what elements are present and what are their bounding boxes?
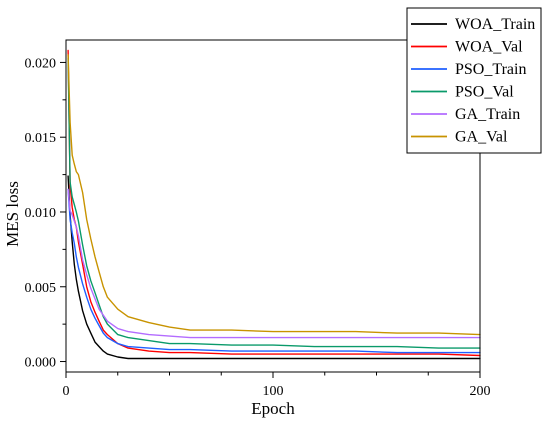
x-axis-label: Epoch	[251, 399, 295, 418]
x-tick-label: 200	[470, 384, 491, 399]
legend-label-pso-train: PSO_Train	[455, 61, 526, 78]
legend-label-pso-val: PSO_Val	[455, 84, 514, 101]
y-tick-label: 0.020	[25, 56, 57, 71]
y-tick-label: 0.015	[25, 131, 57, 146]
y-tick-label: 0.010	[25, 206, 57, 221]
legend-box	[406, 7, 542, 154]
y-axis-label: MES loss	[3, 181, 22, 247]
legend-label-ga-val: GA_Val	[455, 129, 508, 146]
legend-label-ga-train: GA_Train	[455, 106, 520, 123]
y-tick-label: 0.005	[25, 281, 57, 296]
y-tick-label: 0.000	[25, 356, 57, 371]
series-layer	[67, 49, 481, 360]
series-line-pso-val	[67, 57, 481, 349]
x-tick-label: 100	[263, 384, 284, 399]
legend-label-woa-val: WOA_Val	[455, 39, 523, 56]
x-tick-label: 0	[63, 384, 70, 399]
series-line-pso-train	[67, 188, 481, 354]
axis-layer: 0 100 200 0.000 0.005 0.010 0.015 0.020	[25, 39, 491, 399]
series-line-woa-train	[67, 175, 481, 360]
series-line-ga-val	[67, 54, 481, 336]
series-line-ga-train	[67, 188, 481, 339]
legend: WOA_Train WOA_Val PSO_Train PSO_Val GA_Train…	[406, 7, 542, 154]
legend-label-woa-train: WOA_Train	[455, 16, 535, 33]
